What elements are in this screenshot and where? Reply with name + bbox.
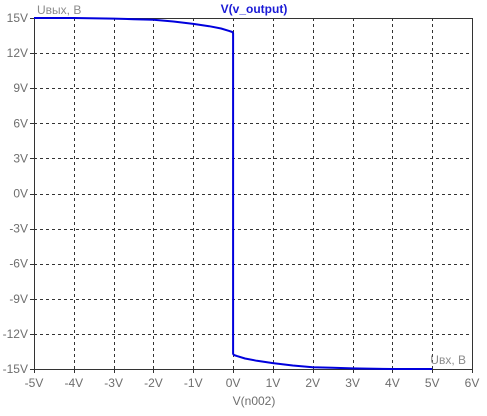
y-tick-label: -3V [9,222,28,236]
series-line [34,17,433,370]
grid-lines [34,18,472,369]
x-tick-label: 2V [305,376,320,390]
x-tick-label: 4V [385,376,400,390]
y-corner-label: Uвых, В [37,3,81,17]
y-tick-labels: 15V 12V 9V 6V 3V 0V -3V -6V -9V -12V -15V [3,11,28,376]
x-tick-label: -4V [64,376,83,390]
y-tick-label: -6V [9,257,28,271]
chart-title: V(v_output) [221,2,288,16]
y-tick-label: 9V [13,81,28,95]
x-axis-title: V(n002) [233,394,276,408]
y-tick-label: -15V [3,362,28,376]
y-tick-label: 6V [13,116,28,130]
x-tick-label: -5V [25,376,44,390]
y-tick-label: 0V [13,187,28,201]
x-tick-label: 0V [226,376,241,390]
x-tick-labels: -5V -4V -3V -2V -1V 0V 1V 2V 3V 4V 5V 6V [25,376,480,390]
y-tick-label: 3V [13,151,28,165]
x-tick-label: -1V [184,376,203,390]
y-tick-label: 12V [7,46,28,60]
x-tick-label: -2V [144,376,163,390]
series-traces [34,17,433,370]
x-tick-label: 3V [345,376,360,390]
x-tick-label: 1V [266,376,281,390]
x-tick-label: -3V [104,376,123,390]
x-tick-label: 5V [425,376,440,390]
y-tick-label: 15V [7,11,28,25]
y-tick-label: -9V [9,292,28,306]
y-tick-label: -12V [3,327,28,341]
x-tick-label: 6V [465,376,480,390]
tick-marks [30,18,473,373]
plot-frame [34,18,473,370]
x-corner-label: Uвх, В [430,353,466,367]
